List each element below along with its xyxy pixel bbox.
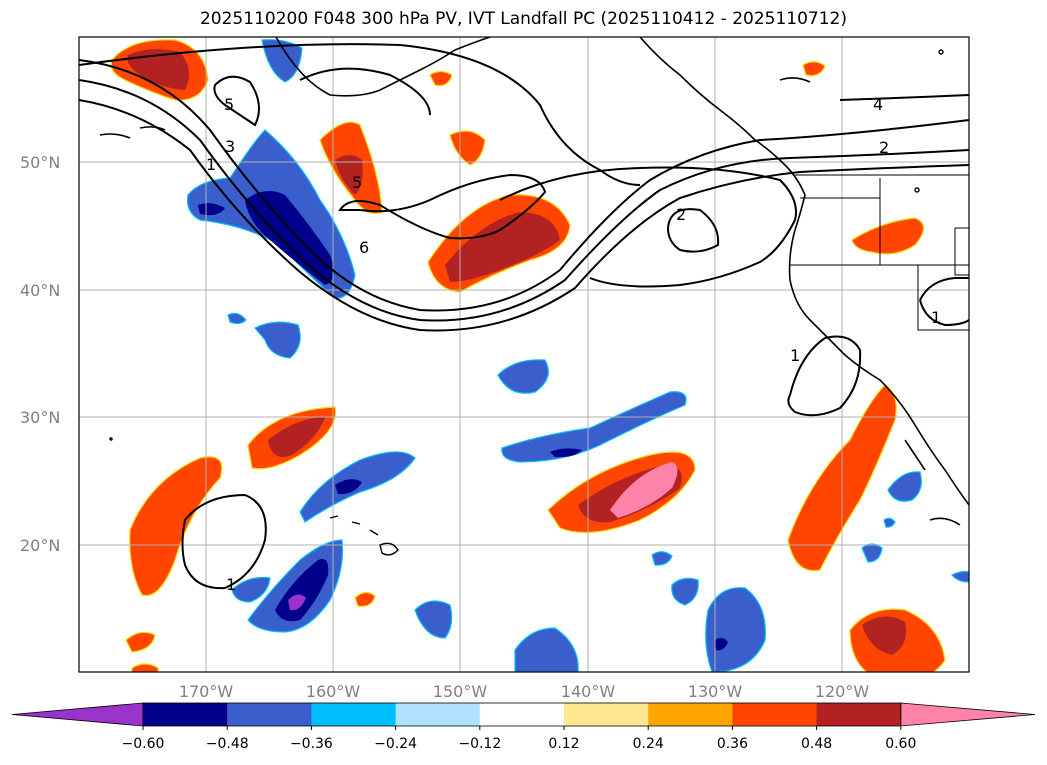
lat-label: 40°N xyxy=(20,281,60,300)
lon-label: 150°W xyxy=(433,682,488,701)
contour-label: 5 xyxy=(352,173,362,192)
pv-contours xyxy=(79,43,969,590)
colorbar-label: 0.24 xyxy=(633,736,664,752)
map-title: 2025110200 F048 300 hPa PV, IVT Landfall… xyxy=(199,9,847,29)
colorbar-bin xyxy=(648,703,733,726)
colorbar-high-extension xyxy=(900,702,1036,727)
contour-label: 2 xyxy=(879,138,889,157)
colorbar-label: 0.12 xyxy=(548,736,579,752)
latitude-labels: 50°N 40°N 30°N 20°N xyxy=(20,153,60,555)
lon-label: 160°W xyxy=(306,682,361,701)
contour-label: 1 xyxy=(931,308,941,327)
colorbar-label: −0.60 xyxy=(122,736,165,752)
colorbar-bin xyxy=(732,703,818,726)
lat-label: 30°N xyxy=(20,408,60,427)
colorbar-labels: −0.60 −0.48 −0.36 −0.24 −0.12 0.12 0.24 0.36 0.4… xyxy=(122,726,916,752)
colorbar-label: −0.36 xyxy=(290,736,333,752)
contour-label: 2 xyxy=(676,205,686,224)
lat-label: 20°N xyxy=(20,536,60,555)
colorbar-bin xyxy=(227,703,312,726)
contour-label: 1 xyxy=(226,575,236,594)
political-borders xyxy=(790,174,969,331)
contour-label: 5 xyxy=(224,95,234,114)
negative-anomaly-patches xyxy=(186,39,969,672)
colorbar-label: 0.36 xyxy=(717,736,748,752)
colorbar-label: 0.48 xyxy=(801,736,832,752)
colorbar-label: 0.60 xyxy=(885,736,916,752)
lon-label: 120°W xyxy=(815,682,870,701)
contour-label: 1 xyxy=(790,346,800,365)
contour-label: 1 xyxy=(206,155,216,174)
positive-anomaly-patches xyxy=(110,39,946,672)
graticule xyxy=(79,37,969,672)
colorbar-outline xyxy=(142,702,902,727)
lon-label: 130°W xyxy=(688,682,743,701)
colorbar-bin xyxy=(479,703,565,726)
colorbar-bin xyxy=(816,703,902,726)
colorbar-label: −0.24 xyxy=(374,736,417,752)
colorbar-bin xyxy=(311,703,397,726)
contour-label: 6 xyxy=(359,238,369,257)
colorbar-low-extension xyxy=(11,702,144,727)
islands xyxy=(109,49,944,556)
colorbar-label: −0.12 xyxy=(458,736,501,752)
contour-label: 4 xyxy=(873,95,883,114)
lat-label: 50°N xyxy=(20,153,60,172)
colorbar xyxy=(11,702,1036,727)
contour-label: 3 xyxy=(225,137,235,156)
contour-labels: 5 3 1 5 6 2 4 2 1 1 1 xyxy=(206,95,941,594)
colorbar-bin xyxy=(395,703,481,726)
map-panel: 5 3 1 5 6 2 4 2 1 1 1 xyxy=(79,37,969,672)
lon-label: 170°W xyxy=(179,682,234,701)
map-frame xyxy=(78,36,970,673)
longitude-labels: 170°W 160°W 150°W 140°W 130°W 120°W xyxy=(179,682,870,701)
colorbar-bin xyxy=(143,703,228,726)
lon-label: 140°W xyxy=(561,682,616,701)
colorbar-bin xyxy=(564,703,649,726)
colorbar-label: −0.48 xyxy=(206,736,249,752)
